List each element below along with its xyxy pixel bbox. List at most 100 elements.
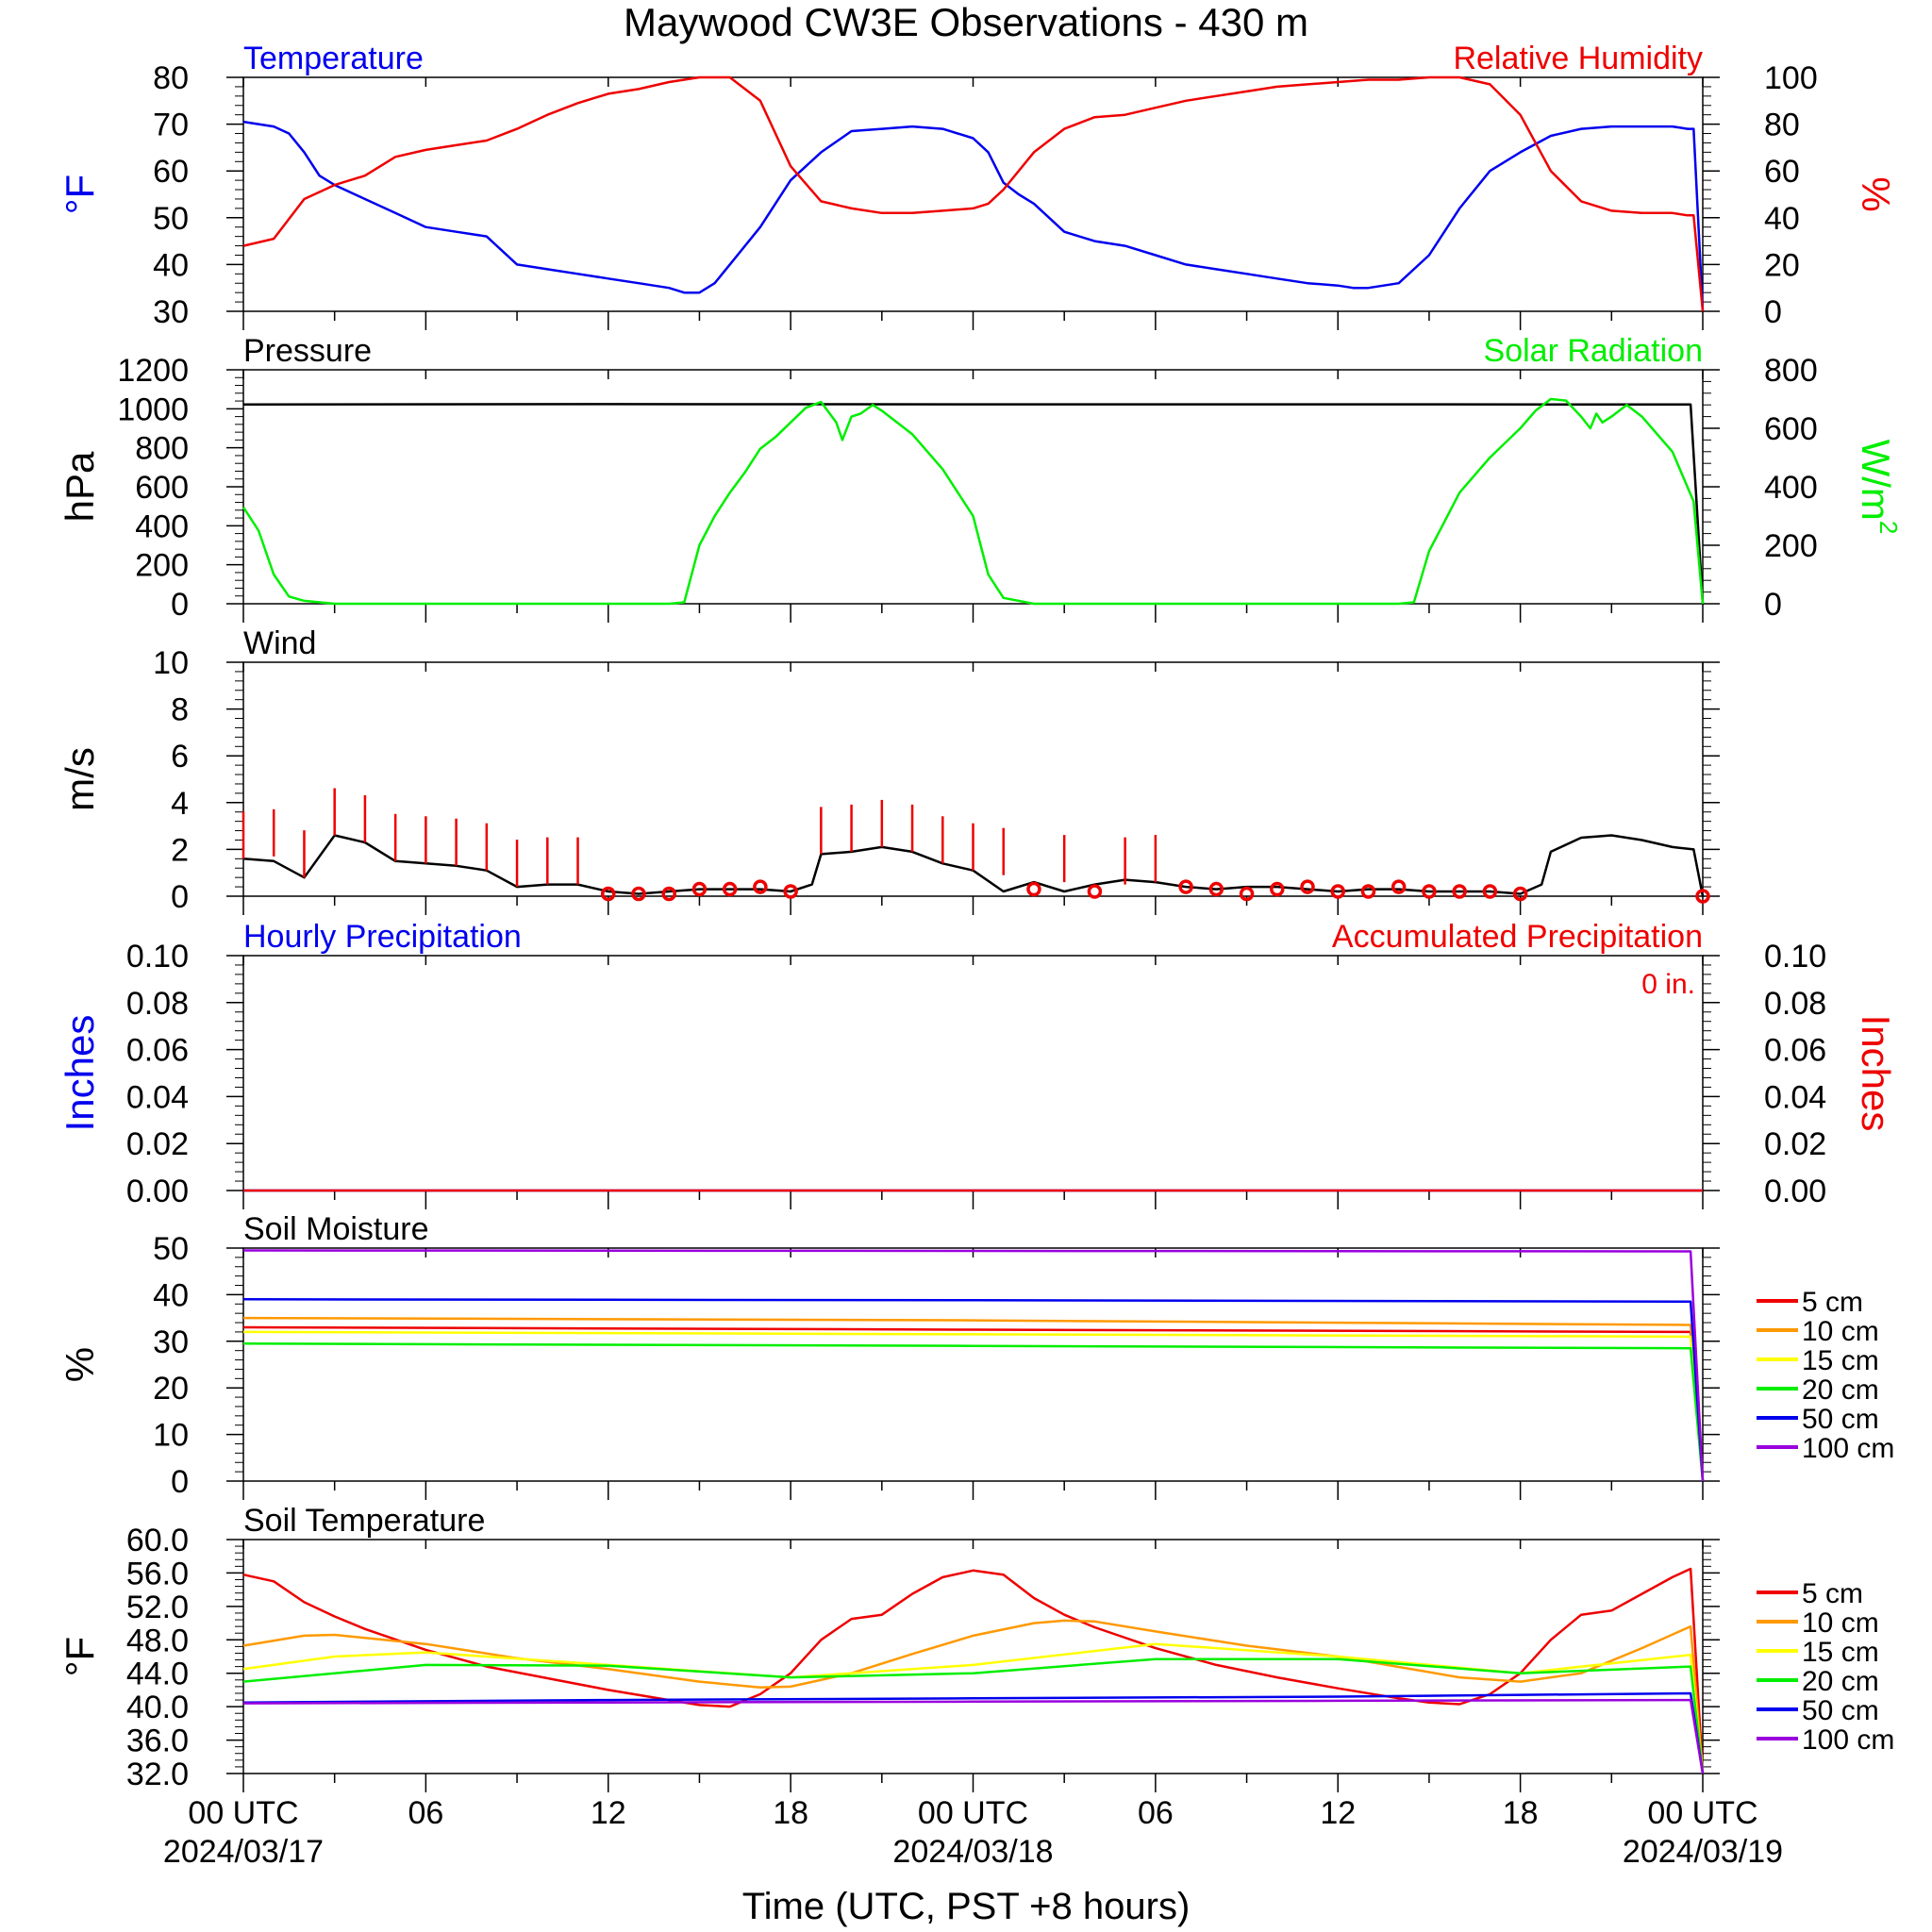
plot-frame	[242, 1247, 1704, 1482]
calm-marker	[783, 884, 798, 899]
panel-left-title: Pressure	[243, 333, 372, 369]
right-tick-label: 40	[1764, 201, 1800, 237]
left-tick-label: 200	[135, 548, 189, 584]
series-line	[242, 1342, 1705, 1482]
right-tick-label: 0.00	[1764, 1174, 1826, 1209]
left-y-axis-label: m/s	[58, 747, 102, 811]
panel-right-title: Solar Radiation	[1484, 333, 1703, 369]
panel-pressure-solar: 0200400600800100012000200400600800Pressu…	[58, 333, 1903, 623]
left-tick-label: 400	[135, 508, 189, 544]
right-tick-label: 0.02	[1764, 1126, 1826, 1162]
x-tick-label: 00 UTC	[918, 1795, 1028, 1831]
calm-marker	[1512, 886, 1528, 902]
calm-marker	[631, 886, 646, 902]
x-tick-label: 00 UTC	[1647, 1795, 1757, 1831]
calm-marker	[1208, 881, 1224, 897]
panel-wind: 0 2 4 6 8 10 Wind m/s	[58, 625, 1720, 915]
left-tick-label: 30	[153, 294, 189, 330]
calm-marker	[1087, 884, 1103, 899]
right-y-axis-label: %	[1854, 176, 1898, 211]
left-y-axis-label: °F	[58, 175, 102, 214]
x-date-label: 2024/03/19	[1623, 1834, 1783, 1870]
figure-title: Maywood CW3E Observations - 430 m	[624, 0, 1308, 44]
left-y-axis-label: Inches	[58, 1015, 102, 1132]
right-tick-label: 0.04	[1764, 1079, 1826, 1115]
right-tick-label: 80	[1764, 108, 1800, 143]
x-tick-label: 18	[1503, 1795, 1539, 1831]
left-tick-label: 20	[153, 1371, 189, 1407]
calm-marker	[601, 886, 616, 902]
calm-marker	[1391, 879, 1407, 894]
right-tick-label: 0.10	[1764, 939, 1826, 974]
calm-marker	[753, 879, 768, 894]
calm-marker	[1695, 889, 1710, 904]
right-tick-label: 60	[1764, 154, 1800, 190]
panel-temperature-humidity: 30 40 50 60 70 80 0 20 40 60 80 100 Temperature Relat…	[58, 41, 1898, 330]
series-line	[242, 1567, 1705, 1774]
calm-marker	[1178, 879, 1193, 894]
plot-frame	[242, 1539, 1704, 1774]
left-tick-label: 0	[171, 1464, 189, 1500]
series-line	[242, 403, 1705, 605]
panel-left-title: Wind	[243, 625, 316, 661]
left-tick-label: 0.04	[126, 1079, 189, 1115]
right-tick-label: 20	[1764, 247, 1800, 283]
left-tick-label: 56.0	[126, 1556, 189, 1591]
series-line	[242, 120, 1705, 312]
calm-marker	[1026, 881, 1041, 897]
left-tick-label: 50	[153, 1231, 189, 1267]
left-tick-label: 70	[153, 108, 189, 143]
left-tick-label: 44.0	[126, 1657, 189, 1692]
series-line	[242, 1325, 1705, 1482]
left-tick-label: 10	[153, 1418, 189, 1454]
series-line	[242, 75, 1705, 312]
right-tick-label: 0.06	[1764, 1033, 1826, 1069]
left-tick-label: 2	[171, 832, 189, 868]
calm-marker	[1239, 886, 1255, 902]
series-line	[242, 1657, 1705, 1774]
x-tick-label: 18	[773, 1795, 808, 1831]
calm-marker	[1330, 884, 1345, 899]
series-line	[242, 1691, 1705, 1774]
panel-left-title: Soil Temperature	[243, 1503, 485, 1539]
legend-label: 10 cm	[1802, 1316, 1879, 1347]
series-line	[242, 1642, 1705, 1774]
left-y-axis-label: %	[58, 1347, 102, 1382]
right-y-axis-label: W/m2	[1854, 440, 1903, 535]
panel-left-title: Hourly Precipitation	[243, 919, 522, 955]
plot-frame	[242, 76, 1704, 312]
right-tick-label: 400	[1764, 470, 1818, 506]
legend-label: 100 cm	[1802, 1724, 1894, 1756]
left-tick-label: 10	[153, 645, 189, 681]
right-tick-label: 0	[1764, 587, 1782, 623]
left-tick-label: 4	[171, 786, 189, 822]
left-tick-label: 6	[171, 739, 189, 774]
x-axis-label: Time (UTC, PST +8 hours)	[742, 1886, 1191, 1927]
right-tick-label: 200	[1764, 528, 1818, 564]
series-line	[242, 397, 1705, 606]
left-tick-label: 50	[153, 201, 189, 237]
left-tick-label: 1000	[117, 391, 189, 427]
series-line	[242, 1316, 1705, 1482]
series-line	[242, 1298, 1705, 1482]
left-tick-label: 0.00	[126, 1174, 189, 1209]
legend-label: 20 cm	[1802, 1666, 1879, 1697]
x-tick-label: 12	[591, 1795, 626, 1831]
left-tick-label: 60	[153, 154, 189, 190]
panel-precipitation: 0.00 0.02 0.04 0.06 0.08 0.10 0.00 0.02 0.04 0.06…	[58, 919, 1898, 1209]
left-tick-label: 80	[153, 60, 189, 96]
left-tick-label: 36.0	[126, 1724, 189, 1759]
x-tick-label: 06	[408, 1795, 443, 1831]
accumulated-total-label: 0 in.	[1641, 969, 1695, 1000]
left-tick-label: 8	[171, 692, 189, 728]
calm-marker	[1360, 884, 1376, 899]
calm-marker	[691, 881, 708, 897]
calm-marker	[1422, 884, 1437, 899]
panel-right-title: Relative Humidity	[1453, 41, 1703, 76]
left-tick-label: 40.0	[126, 1690, 189, 1725]
left-tick-label: 48.0	[126, 1623, 189, 1658]
right-tick-label: 600	[1764, 411, 1818, 447]
calm-marker	[1270, 881, 1285, 897]
